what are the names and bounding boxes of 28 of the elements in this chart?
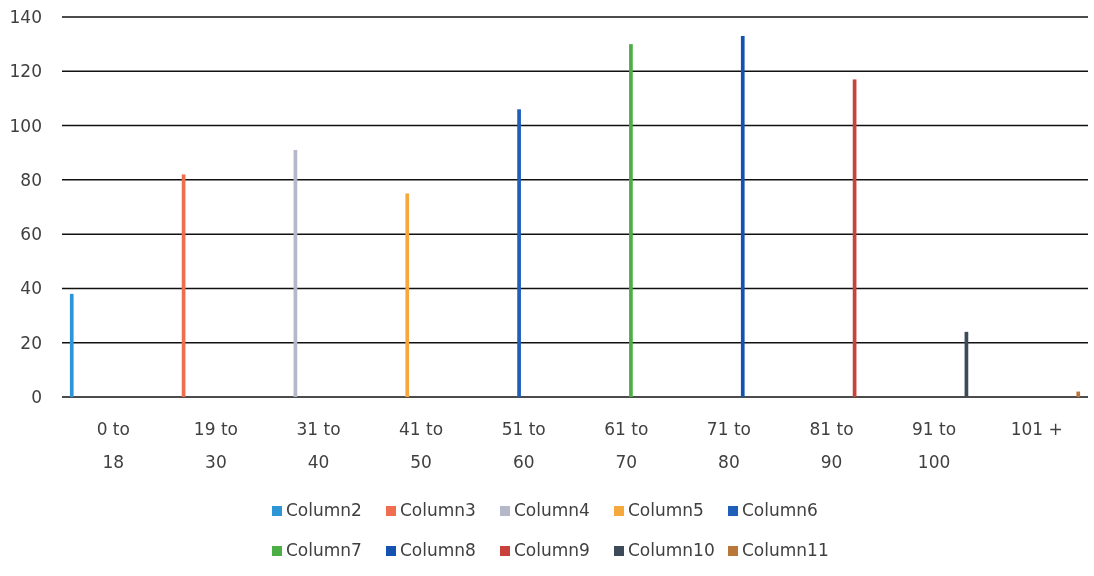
x-tick-label: 101 + bbox=[1010, 419, 1063, 439]
legend-label: Column6 bbox=[742, 500, 818, 520]
x-tick-label: 31 to 40 bbox=[296, 419, 341, 472]
y-tick-label: 40 bbox=[20, 278, 42, 299]
x-tick-label: 71 to 80 bbox=[706, 419, 751, 472]
legend-label: Column10 bbox=[628, 540, 715, 560]
x-tick-label: 81 to 90 bbox=[809, 419, 854, 472]
legend-label: Column7 bbox=[286, 540, 362, 560]
y-tick-label: 60 bbox=[20, 224, 42, 245]
legend-label: Column4 bbox=[514, 500, 590, 520]
x-tick-label: 91 to 100 bbox=[912, 419, 957, 472]
y-tick-label: 80 bbox=[20, 169, 42, 190]
x-tick-label: 41 to 50 bbox=[399, 419, 444, 472]
y-tick-label: 20 bbox=[20, 332, 42, 353]
legend-label: Column8 bbox=[400, 540, 476, 560]
legend-label: Column9 bbox=[514, 540, 590, 560]
x-tick-label: 51 to 60 bbox=[501, 419, 546, 472]
legend-label: Column2 bbox=[286, 500, 362, 520]
y-tick-label: 140 bbox=[9, 6, 42, 27]
x-tick-label: 61 to 70 bbox=[604, 419, 649, 472]
x-tick-label: 19 to 30 bbox=[193, 419, 238, 472]
legend-label: Column5 bbox=[628, 500, 704, 520]
y-tick-label: 0 bbox=[31, 386, 42, 407]
legend-label: Column11 bbox=[742, 540, 829, 560]
legend-label: Column3 bbox=[400, 500, 476, 520]
y-tick-label: 100 bbox=[9, 115, 42, 136]
y-tick-label: 120 bbox=[9, 61, 42, 82]
x-tick-label: 0 to 18 bbox=[96, 419, 130, 472]
